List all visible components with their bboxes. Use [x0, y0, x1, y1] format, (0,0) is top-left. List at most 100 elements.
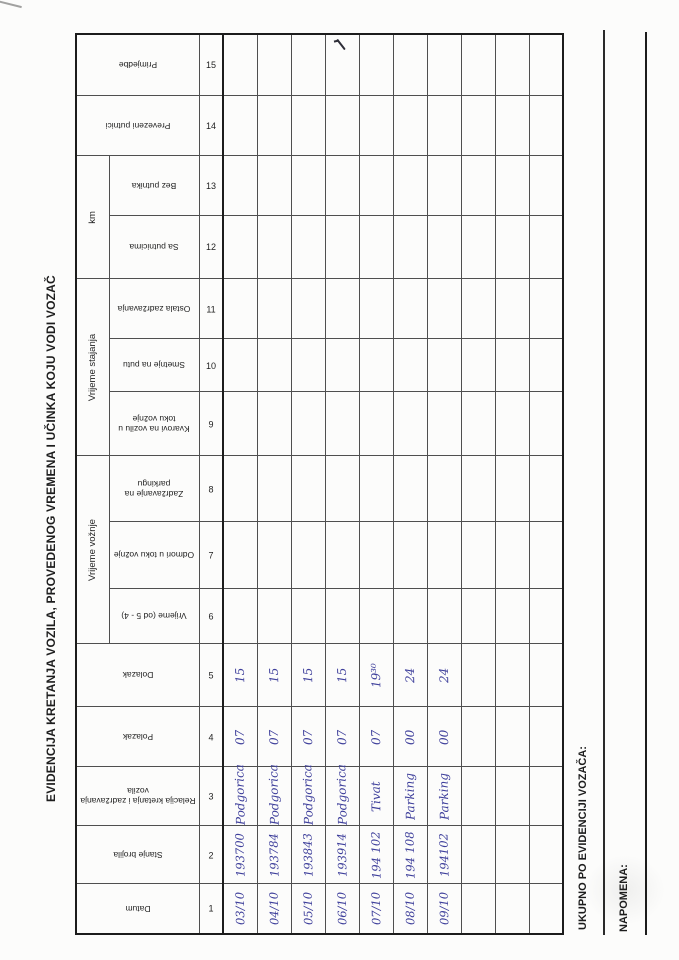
empty-cell: [359, 95, 393, 156]
empty-cell: [359, 392, 393, 456]
cell-primjedbe: [325, 33, 359, 96]
empty-cell: [393, 215, 427, 279]
empty-cell: [427, 456, 461, 522]
empty-cell: [291, 278, 325, 339]
header-zadrzavanje-parking: Zadržavanje na parkingu: [109, 456, 199, 522]
empty-cell: [223, 95, 257, 156]
empty-cell: [223, 339, 257, 392]
empty-cell: [325, 155, 359, 216]
header-group-row: Datum Stanje brojila Relacija kretanja i…: [76, 33, 199, 934]
table-row: 05/10 193843 Podgorica 07 15: [291, 33, 325, 934]
empty-cell: [393, 278, 427, 339]
empty-cell: [393, 339, 427, 392]
empty-cell: [291, 456, 325, 522]
cell-relacija: Podgorica: [325, 764, 359, 826]
empty-cell: [291, 215, 325, 279]
cell-relacija: Podgorica: [223, 764, 257, 826]
col-number: 7: [199, 522, 223, 589]
empty-cell: [427, 589, 461, 644]
empty-cell: [393, 456, 427, 522]
table-row-empty: [495, 33, 529, 934]
empty-cell: [359, 155, 393, 216]
col-number: 13: [199, 155, 223, 216]
cell-dolazak: 19³⁰: [359, 644, 393, 707]
table-row-empty: [529, 33, 563, 934]
empty-cell: [427, 522, 461, 589]
empty-cell: [495, 155, 529, 216]
empty-cell: [495, 884, 529, 934]
cell-stanje-brojila: 194 102: [359, 826, 393, 884]
header-bez-putnika: Bez putnika: [109, 155, 199, 216]
header-sa-putnicima: Sa putnicima: [109, 215, 199, 279]
empty-cell: [495, 589, 529, 644]
empty-cell: [529, 767, 563, 826]
cell-datum: 07/10: [359, 884, 393, 934]
cell-datum: 06/10: [325, 884, 359, 934]
empty-cell: [257, 339, 291, 392]
col-number: 12: [199, 215, 223, 279]
cell-stanje-brojila: 193784: [257, 826, 291, 884]
header-stanje-brojila: Stanje brojila: [76, 826, 199, 884]
empty-cell: [223, 33, 257, 96]
empty-cell: [359, 33, 393, 96]
empty-cell: [257, 456, 291, 522]
empty-cell: [393, 589, 427, 644]
empty-cell: [529, 522, 563, 589]
empty-cell: [529, 33, 563, 96]
empty-cell: [427, 155, 461, 216]
header-kvarovi: Kvarovi na vozilu u toku vožnje: [109, 392, 199, 456]
empty-cell: [291, 392, 325, 456]
cell-relacija: Podgorica: [257, 764, 291, 826]
empty-cell: [291, 339, 325, 392]
pen-mark: [335, 38, 346, 51]
cell-polazak: 07: [325, 707, 359, 767]
table-row-empty: [461, 33, 495, 934]
cell-datum: 04/10: [257, 884, 291, 934]
empty-cell: [223, 456, 257, 522]
table-row: 08/10 194 108 Parking 00 24: [393, 33, 427, 934]
header-group-vrijeme-voznje: Vrijeme vožnje: [76, 456, 109, 644]
empty-cell: [529, 215, 563, 279]
empty-cell: [291, 589, 325, 644]
cell-relacija: Tivat: [359, 767, 393, 826]
empty-cell: [529, 278, 563, 339]
empty-cell: [461, 589, 495, 644]
empty-cell: [495, 522, 529, 589]
empty-cell: [257, 589, 291, 644]
empty-cell: [495, 826, 529, 884]
empty-cell: [359, 589, 393, 644]
empty-cell: [291, 155, 325, 216]
empty-cell: [461, 95, 495, 156]
empty-cell: [529, 456, 563, 522]
col-number: 5: [199, 644, 223, 707]
empty-cell: [495, 95, 529, 156]
empty-cell: [223, 522, 257, 589]
empty-cell: [495, 644, 529, 707]
cell-dolazak: 24: [427, 644, 461, 707]
header-dolazak: Dolazak: [76, 644, 199, 707]
empty-cell: [427, 278, 461, 339]
empty-cell: [291, 522, 325, 589]
cell-polazak: 07: [359, 707, 393, 767]
empty-cell: [461, 392, 495, 456]
table-row: 07/10 194 102 Tivat 07 19³⁰: [359, 33, 393, 934]
ukupno-row: UKUPNO PO EVIDENCIJI VOZAČA:: [562, 30, 605, 935]
empty-cell: [495, 707, 529, 767]
header-vrijeme-od: Vrijeme (od 5 - 4): [109, 589, 199, 644]
empty-cell: [393, 33, 427, 96]
cell-dolazak: 15: [257, 644, 291, 707]
empty-cell: [223, 589, 257, 644]
empty-cell: [257, 522, 291, 589]
vehicle-log-table: Datum Stanje brojila Relacija kretanja i…: [75, 32, 564, 935]
cell-relacija: Podgorica: [291, 764, 325, 826]
col-number: 3: [199, 767, 223, 826]
cell-polazak: 07: [291, 707, 325, 767]
empty-cell: [359, 339, 393, 392]
header-prevezeni-putnici: Prevezeni putnici: [76, 95, 199, 156]
empty-cell: [461, 155, 495, 216]
empty-cell: [529, 95, 563, 156]
header-primjedbe: Primjedbe: [76, 33, 199, 96]
cell-relacija: Parking: [393, 767, 427, 826]
empty-cell: [291, 33, 325, 96]
